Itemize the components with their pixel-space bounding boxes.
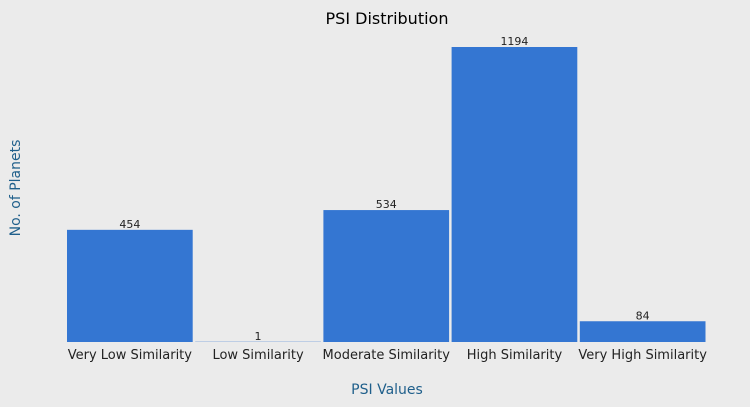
data-label-4: 84 <box>636 309 650 322</box>
data-label-2: 534 <box>376 198 397 211</box>
bar-0 <box>67 229 193 342</box>
bar-3 <box>451 47 578 342</box>
bars-layer <box>67 47 706 342</box>
data-label-1: 1 <box>255 330 262 343</box>
y-axis-title: No. of Planets <box>8 140 24 237</box>
data-label-3: 1194 <box>500 35 528 48</box>
data-labels-layer: 454 1 534 1194 84 <box>119 35 649 343</box>
data-label-0: 454 <box>119 218 140 231</box>
chart-title: PSI Distribution <box>326 9 449 28</box>
x-tick-label-4: Very High Similarity <box>578 348 707 363</box>
bar-2 <box>323 210 450 342</box>
x-axis-title: PSI Values <box>351 382 423 398</box>
x-tick-labels: Very Low Similarity Low Similarity Moderat… <box>68 348 707 363</box>
x-tick-label-2: Moderate Similarity <box>323 348 451 363</box>
x-tick-label-1: Low Similarity <box>212 348 304 363</box>
x-tick-label-3: High Similarity <box>467 348 563 363</box>
x-tick-label-0: Very Low Similarity <box>68 348 193 363</box>
bar-4 <box>579 321 706 342</box>
